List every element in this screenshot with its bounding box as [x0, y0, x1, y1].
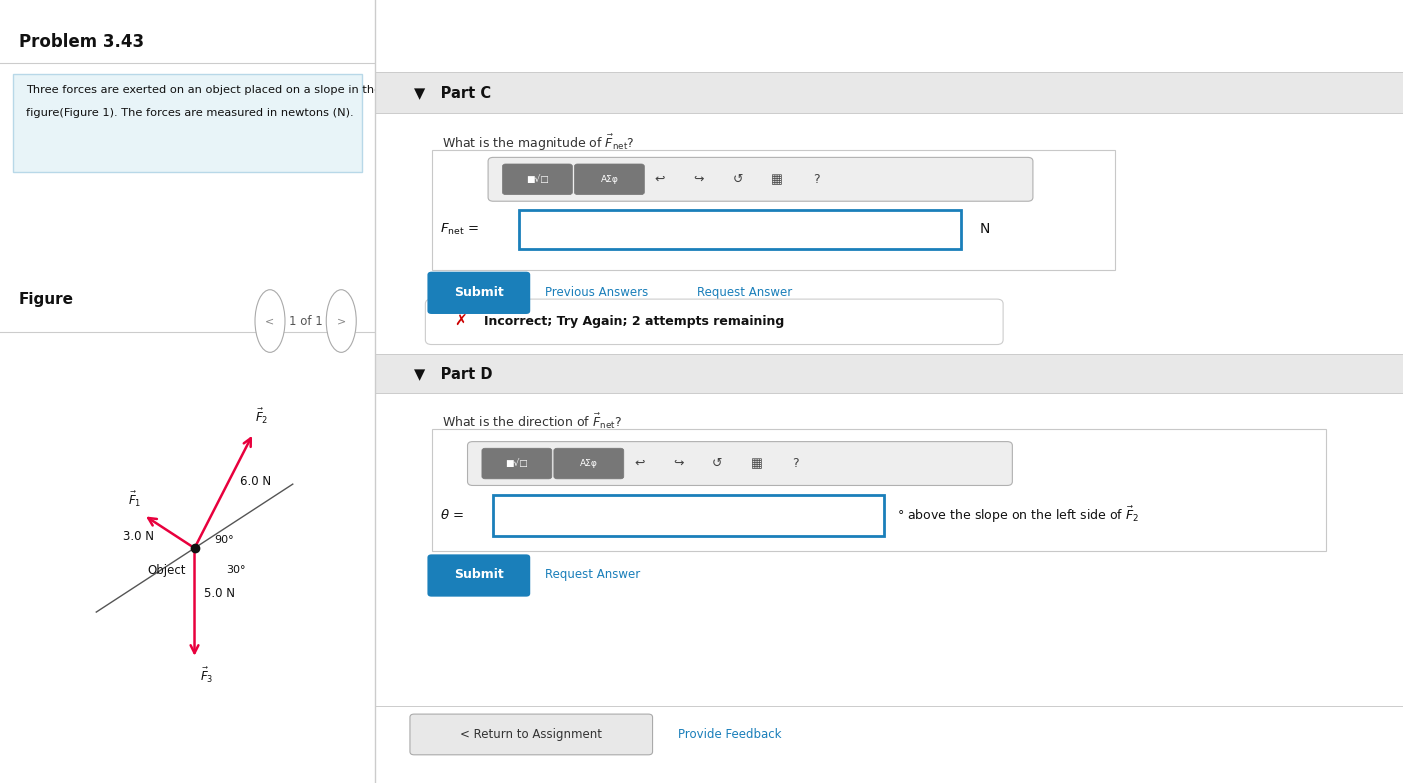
FancyBboxPatch shape	[375, 72, 1403, 113]
FancyBboxPatch shape	[432, 150, 1115, 270]
Text: ↪: ↪	[693, 173, 704, 186]
Text: ▼   Part C: ▼ Part C	[414, 85, 491, 100]
Text: ↩: ↩	[634, 457, 644, 470]
Text: Previous Answers: Previous Answers	[544, 286, 648, 298]
Text: $\theta$ =: $\theta$ =	[439, 508, 464, 522]
Text: ■√□: ■√□	[505, 459, 529, 468]
Text: Submit: Submit	[455, 286, 504, 298]
Text: Incorrect; Try Again; 2 attempts remaining: Incorrect; Try Again; 2 attempts remaini…	[484, 316, 784, 328]
FancyBboxPatch shape	[432, 429, 1326, 551]
Text: ■√□: ■√□	[526, 175, 549, 184]
FancyBboxPatch shape	[502, 164, 572, 195]
Text: Figure: Figure	[18, 292, 74, 307]
Text: 3.0 N: 3.0 N	[122, 529, 153, 543]
FancyBboxPatch shape	[481, 448, 551, 479]
Text: 6.0 N: 6.0 N	[240, 475, 271, 488]
Text: Request Answer: Request Answer	[697, 286, 793, 298]
FancyBboxPatch shape	[519, 210, 961, 249]
FancyBboxPatch shape	[494, 495, 884, 536]
Text: 30°: 30°	[226, 565, 246, 576]
Text: What is the magnitude of $\vec{F}_{\mathrm{net}}$?: What is the magnitude of $\vec{F}_{\math…	[442, 132, 634, 153]
FancyBboxPatch shape	[425, 299, 1003, 345]
Text: ↪: ↪	[673, 457, 683, 470]
Text: Provide Feedback: Provide Feedback	[678, 728, 781, 741]
Text: N: N	[979, 222, 991, 236]
FancyBboxPatch shape	[574, 164, 644, 195]
Text: figure(Figure 1). The forces are measured in newtons (N).: figure(Figure 1). The forces are measure…	[27, 108, 354, 118]
FancyBboxPatch shape	[375, 354, 1403, 393]
FancyBboxPatch shape	[410, 714, 652, 755]
Text: ▦: ▦	[751, 457, 762, 470]
Circle shape	[255, 290, 285, 352]
Text: Submit: Submit	[455, 568, 504, 581]
Text: >: >	[337, 316, 347, 326]
FancyBboxPatch shape	[428, 272, 530, 314]
Text: Request Answer: Request Answer	[544, 568, 640, 581]
FancyBboxPatch shape	[428, 554, 530, 597]
Text: $F_{\mathrm{net}}$ =: $F_{\mathrm{net}}$ =	[439, 222, 478, 237]
FancyBboxPatch shape	[13, 74, 362, 172]
Text: $\vec{F}_2$: $\vec{F}_2$	[255, 407, 269, 426]
Text: ✗: ✗	[455, 314, 467, 330]
Text: $\vec{F}_1$: $\vec{F}_1$	[128, 490, 142, 509]
Text: ↩: ↩	[655, 173, 665, 186]
Text: 1 of 1: 1 of 1	[289, 315, 323, 327]
FancyBboxPatch shape	[488, 157, 1033, 201]
Text: ΑΣφ: ΑΣφ	[600, 175, 619, 184]
Text: ° above the slope on the left side of $\vec{F}_2$: ° above the slope on the left side of $\…	[898, 505, 1139, 525]
Text: What is the direction of $\vec{F}_{\mathrm{net}}$?: What is the direction of $\vec{F}_{\math…	[442, 412, 622, 431]
Text: Three forces are exerted on an object placed on a slope in the: Three forces are exerted on an object pl…	[27, 85, 382, 96]
Text: 90°: 90°	[215, 536, 234, 545]
Text: < Return to Assignment: < Return to Assignment	[460, 728, 602, 741]
Text: ▦: ▦	[772, 173, 783, 186]
Text: ?: ?	[793, 457, 798, 470]
Text: $\vec{F}_3$: $\vec{F}_3$	[199, 666, 213, 684]
FancyBboxPatch shape	[467, 442, 1013, 485]
Text: 5.0 N: 5.0 N	[203, 587, 234, 600]
Text: ΑΣφ: ΑΣφ	[579, 459, 598, 468]
Text: <: <	[265, 316, 275, 326]
Text: Object: Object	[147, 565, 185, 577]
Text: ▼   Part D: ▼ Part D	[414, 366, 492, 381]
Text: ↺: ↺	[732, 173, 744, 186]
Text: 1.60: 1.60	[532, 221, 568, 238]
Circle shape	[327, 290, 356, 352]
Text: ?: ?	[812, 173, 819, 186]
FancyBboxPatch shape	[554, 448, 624, 479]
Text: ↺: ↺	[713, 457, 723, 470]
Text: Problem 3.43: Problem 3.43	[18, 33, 145, 51]
